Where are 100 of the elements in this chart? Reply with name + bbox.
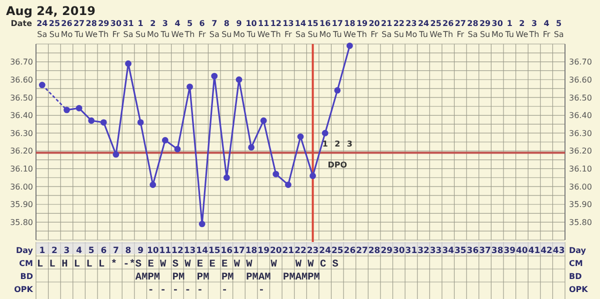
x2-tick-label: 25: [331, 246, 344, 256]
x-tick-label: 30 Fr: [110, 19, 122, 39]
x-axis-title: Date: [10, 19, 33, 28]
point: [150, 182, 156, 188]
point: [76, 104, 82, 112]
y-tick-label: 36.20: [10, 146, 33, 156]
x-tick-label: 20 Fr: [368, 19, 380, 39]
x-tick-label: 29 Su: [479, 19, 492, 39]
point: [346, 42, 353, 49]
x-tick-label: 24 Tu: [418, 19, 430, 39]
point: [137, 119, 144, 126]
x2-tick-label: 31: [405, 246, 418, 256]
annotation: 2: [334, 140, 340, 149]
point: [272, 170, 280, 178]
point: [162, 137, 168, 144]
x2-tick-label: 27: [356, 246, 368, 256]
x2-tick-label: 32: [418, 246, 430, 256]
x2-tick-label: 34: [442, 246, 454, 256]
text: Day: [569, 246, 586, 255]
x-tick-label: 15 Su: [307, 19, 319, 39]
x-tick-label: 2 Mo: [146, 19, 159, 39]
text: CM: [569, 258, 583, 268]
x2-tick-label: 35: [454, 246, 466, 256]
x-tick-label: 31 Sa: [122, 19, 134, 39]
x2-tick-label: 37: [479, 246, 492, 256]
x-tick-label: 3 Th: [528, 19, 540, 39]
x2-tick-label: 3: [64, 246, 70, 256]
x2-tick-label: 5: [88, 246, 94, 256]
x2-tick-label: 20: [270, 246, 282, 256]
annotation: 3: [346, 140, 352, 149]
y-tick-label: 36.50: [10, 93, 33, 102]
point: [125, 60, 132, 67]
y2-tick-label: 36.00: [569, 182, 592, 192]
point: [334, 87, 341, 94]
point: [285, 182, 292, 188]
x2-tick-label: 4: [76, 246, 82, 256]
x2-tick-label: 38: [491, 246, 504, 256]
text: L L H L L L * -*S E W S W E E E W W W W W C S: [37, 258, 338, 271]
x-tick-label: 27 Tu: [73, 19, 85, 39]
x-tick-label: 12 Th: [270, 19, 282, 39]
point: [260, 117, 267, 124]
x-tick-label: 5 Th: [184, 19, 195, 39]
x-tick-label: 7 Sa: [209, 19, 220, 39]
point: [211, 72, 218, 80]
x-tick-label: 14 Sa: [294, 19, 306, 39]
x-tick-label: 6 Fr: [198, 19, 206, 39]
x2-tick-label: 19: [258, 246, 270, 256]
x2-tick-label: 29: [380, 246, 393, 256]
point: [310, 172, 316, 180]
point: [88, 117, 95, 124]
y-tick-label: 35.90: [10, 200, 33, 210]
point: [100, 119, 107, 126]
x2-tick-label: 9: [138, 246, 144, 256]
x2-tick-label: 7: [113, 246, 120, 256]
y-tick-label: 36.60: [10, 75, 33, 84]
x-tick-label: 22 Su: [393, 19, 404, 39]
annotation: 1: [322, 140, 328, 149]
x2-tick-label: 41: [528, 246, 540, 256]
point: [198, 220, 206, 228]
x-tick-label: 2 We: [516, 19, 528, 39]
y2-tick-label: 36.20: [569, 146, 592, 156]
x2-tick-label: 23: [306, 246, 319, 256]
x-tick-label: 16 Mo: [319, 19, 332, 39]
x2-tick-label: 13: [184, 246, 196, 256]
y2-tick-label: 36.70: [569, 58, 592, 67]
y-tick-label: 35.80: [10, 218, 33, 227]
x2-tick-label: 15: [208, 246, 220, 256]
x2-tick-label: 11: [159, 246, 172, 256]
x-tick-label: 26 Mo: [60, 19, 73, 39]
x-tick-label: 23 Mo: [405, 19, 418, 39]
y2-tick-label: 36.50: [569, 93, 592, 102]
point: [322, 130, 328, 136]
x2-tick-label: 16: [220, 246, 233, 256]
x2-tick-label: 43: [552, 246, 565, 256]
x2-tick-label: 2: [51, 246, 58, 256]
y2-tick-label: 35.90: [569, 200, 592, 210]
x-tick-label: 26 Th: [442, 19, 454, 39]
x-tick-label: 8 Su: [222, 19, 232, 39]
text: BD: [20, 272, 34, 281]
x-tick-label: 29 Th: [98, 19, 110, 39]
x-tick-label: 1 Su: [135, 19, 146, 39]
x2-tick-label: 14: [196, 246, 208, 256]
text: OPK: [569, 284, 588, 294]
y-tick-label: 36.70: [10, 58, 33, 67]
x2-tick-label: 24: [319, 246, 332, 256]
x2-tick-label: 39: [504, 246, 516, 256]
x-tick-label: 3 Tu: [160, 19, 170, 39]
x-tick-label: 24 Sa: [36, 19, 48, 39]
point: [174, 146, 181, 152]
y2-tick-label: 36.10: [569, 164, 592, 174]
x2-tick-label: 28: [368, 246, 380, 256]
point: [64, 106, 70, 114]
x2-axis-title: Day: [16, 246, 34, 255]
point: [297, 133, 304, 140]
text: - - - - - - -: [37, 284, 265, 297]
y-tick-label: 36.40: [10, 111, 33, 120]
point: [112, 151, 120, 158]
x-tick-label: 19 Th: [356, 19, 368, 39]
x-tick-label: 1 Tu: [504, 19, 514, 39]
y-tick-label: 36.30: [10, 128, 33, 138]
